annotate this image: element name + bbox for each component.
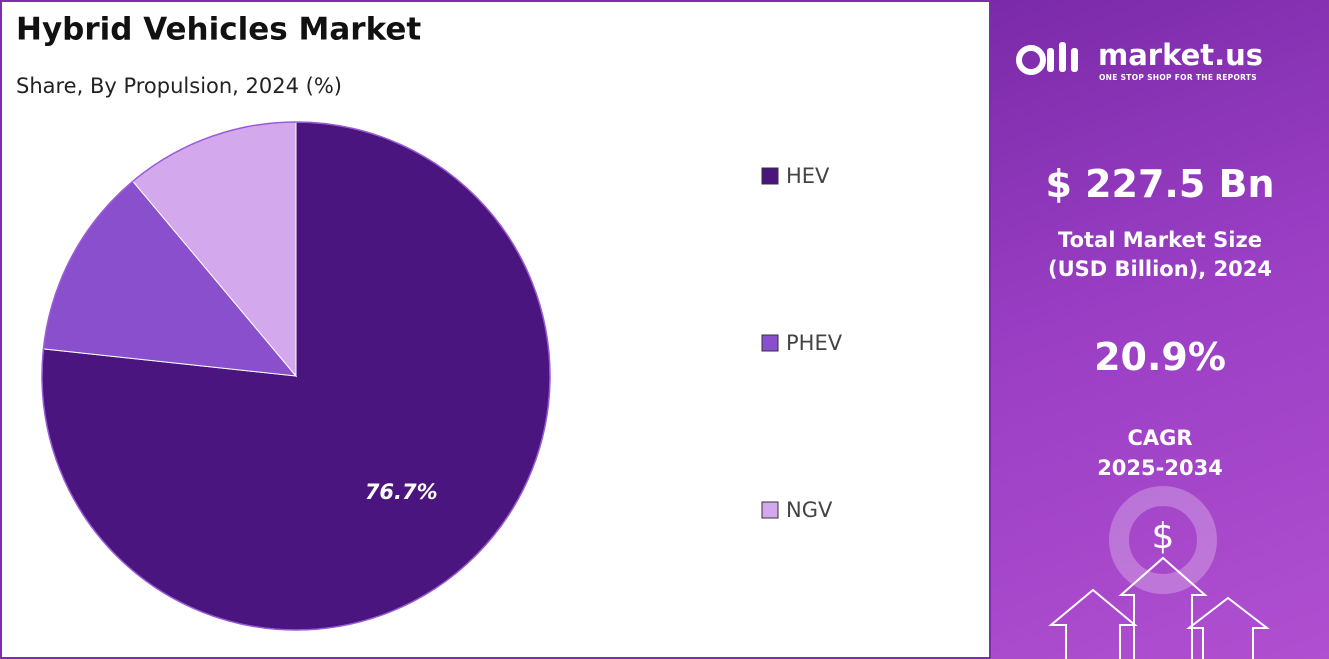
market-size-label: (USD Billion), 2024 xyxy=(1047,257,1273,281)
panel-decor: $ xyxy=(1016,42,1270,659)
chart: Hybrid Vehicles Market Share, By Propuls… xyxy=(0,0,991,659)
market-size-label: Total Market Size xyxy=(1058,228,1262,252)
chart-subtitle: Share, By Propulsion, 2024 (%) xyxy=(16,74,342,98)
cagr-label: 2025-2034 xyxy=(1097,456,1223,480)
legend-label: HEV xyxy=(786,164,830,188)
pie-outline xyxy=(41,121,551,631)
info-panel: $ market.us ONE STOP SHOP FOR THE REPORT… xyxy=(991,0,1329,659)
legend-swatch xyxy=(761,167,779,185)
cagr-label: CAGR xyxy=(1127,426,1193,450)
market-size: $ 227.5 Bn xyxy=(1045,162,1275,206)
data-label: 76.7% xyxy=(365,480,438,504)
legend-swatch xyxy=(761,334,779,352)
legend-label: PHEV xyxy=(786,331,843,355)
legend-label: NGV xyxy=(786,498,833,522)
cagr: 20.9% xyxy=(1094,335,1226,379)
chart-title: Hybrid Vehicles Market xyxy=(16,12,421,48)
tagline: ONE STOP SHOP FOR THE REPORTS xyxy=(1099,73,1257,82)
border xyxy=(0,0,991,659)
brand: market.us xyxy=(1098,38,1264,72)
svg-text:$: $ xyxy=(1152,516,1175,557)
legend-swatch xyxy=(761,501,779,519)
